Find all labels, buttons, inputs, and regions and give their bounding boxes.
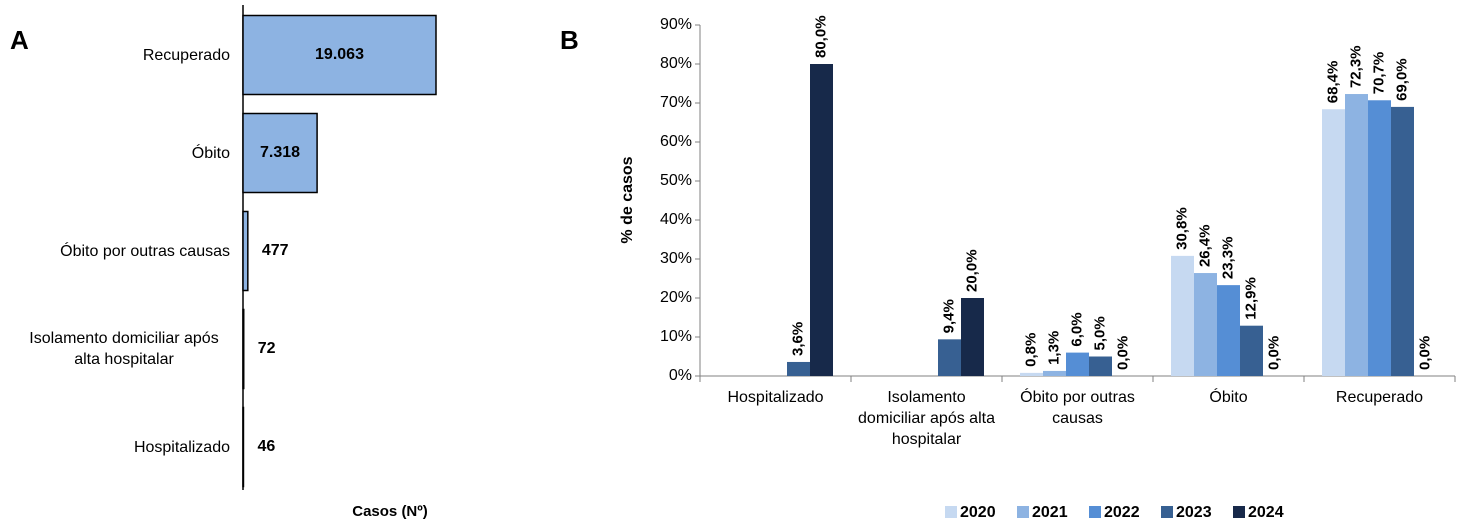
x-tick-label: Óbito por outras causas <box>1020 389 1135 427</box>
y-tick-label: Hospitalizado <box>133 438 230 456</box>
y-tick-label: Recuperado <box>142 46 230 64</box>
x-tick-label: Recuperado <box>1335 389 1424 406</box>
y-tick-label: Isolamento domiciliar após alta hospital… <box>29 330 219 368</box>
bar <box>1322 109 1345 377</box>
bar <box>1217 285 1240 376</box>
bar <box>242 14 437 96</box>
bar <box>242 308 245 390</box>
value-label: 80,0% <box>812 15 829 58</box>
legend-swatch <box>1233 506 1245 518</box>
value-label: 12,9% <box>1242 277 1259 320</box>
bar <box>1066 352 1089 376</box>
y-tick-label: 80% <box>660 55 692 72</box>
legend-swatch <box>945 506 957 518</box>
value-label: 23,3% <box>1219 237 1236 280</box>
legend-label: 2020 <box>960 504 996 521</box>
bar <box>1345 94 1368 376</box>
value-label: 68,4% <box>1324 61 1341 104</box>
y-axis-title: % de casos <box>619 156 636 243</box>
value-label: 9,4% <box>940 299 957 333</box>
bar <box>1194 273 1217 376</box>
bar <box>1020 372 1043 376</box>
legend-label: 2022 <box>1104 504 1140 521</box>
x-tick-label: Óbito <box>1209 389 1248 406</box>
value-label: 5,0% <box>1091 316 1108 350</box>
x-tick-label: Isolamento domiciliar após alta hospital… <box>858 389 995 448</box>
legend-swatch <box>1017 506 1029 518</box>
bar <box>1171 255 1194 376</box>
y-tick-label: 60% <box>660 133 692 150</box>
value-label: 69,0% <box>1393 58 1410 101</box>
bar <box>242 210 249 292</box>
panel-label: B <box>560 25 579 55</box>
value-label: 0,8% <box>1022 333 1039 367</box>
y-tick-label: 20% <box>660 289 692 306</box>
y-tick-label: 10% <box>660 328 692 345</box>
bar <box>938 339 961 376</box>
value-label: 7.318 <box>260 144 300 161</box>
value-label: 0,0% <box>1114 336 1131 370</box>
panel-label: A <box>10 25 29 55</box>
value-label: 26,4% <box>1196 224 1213 267</box>
y-tick-label: 90% <box>660 16 692 33</box>
value-label: 30,8% <box>1173 207 1190 250</box>
y-tick-label: 40% <box>660 211 692 228</box>
legend-label: 2023 <box>1176 504 1212 521</box>
value-label: 72,3% <box>1347 45 1364 88</box>
y-tick-label: 0% <box>669 367 692 384</box>
y-tick-label: Óbito <box>191 144 230 162</box>
value-label: 19.063 <box>315 46 364 63</box>
legend-swatch <box>1161 506 1173 518</box>
value-label: 70,7% <box>1370 52 1387 95</box>
bar <box>961 298 984 376</box>
bar <box>1368 100 1391 377</box>
bar <box>242 112 318 194</box>
y-tick-label: 30% <box>660 250 692 267</box>
value-label: 46 <box>257 438 275 455</box>
x-tick-label: Hospitalizado <box>727 389 824 406</box>
value-label: 72 <box>258 340 276 357</box>
y-tick-label: Óbito por outras causas <box>60 242 230 260</box>
legend-label: 2021 <box>1032 504 1068 521</box>
value-label: 3,6% <box>789 322 806 356</box>
value-label: 477 <box>262 242 289 259</box>
bar <box>787 361 810 376</box>
value-label: 20,0% <box>963 249 980 292</box>
value-label: 1,3% <box>1045 331 1062 365</box>
y-tick-label: 50% <box>660 172 692 189</box>
value-label: 0,0% <box>1416 336 1433 370</box>
bar <box>1089 356 1112 376</box>
y-tick-label: 70% <box>660 94 692 111</box>
bar <box>1043 370 1066 376</box>
legend-label: 2024 <box>1248 504 1284 521</box>
bar <box>1391 106 1414 377</box>
value-label: 0,0% <box>1265 336 1282 370</box>
x-axis-title: Casos (Nº) <box>352 503 428 520</box>
value-label: 6,0% <box>1068 312 1085 346</box>
bar <box>1240 325 1263 376</box>
legend-swatch <box>1089 506 1101 518</box>
bar <box>810 64 833 376</box>
